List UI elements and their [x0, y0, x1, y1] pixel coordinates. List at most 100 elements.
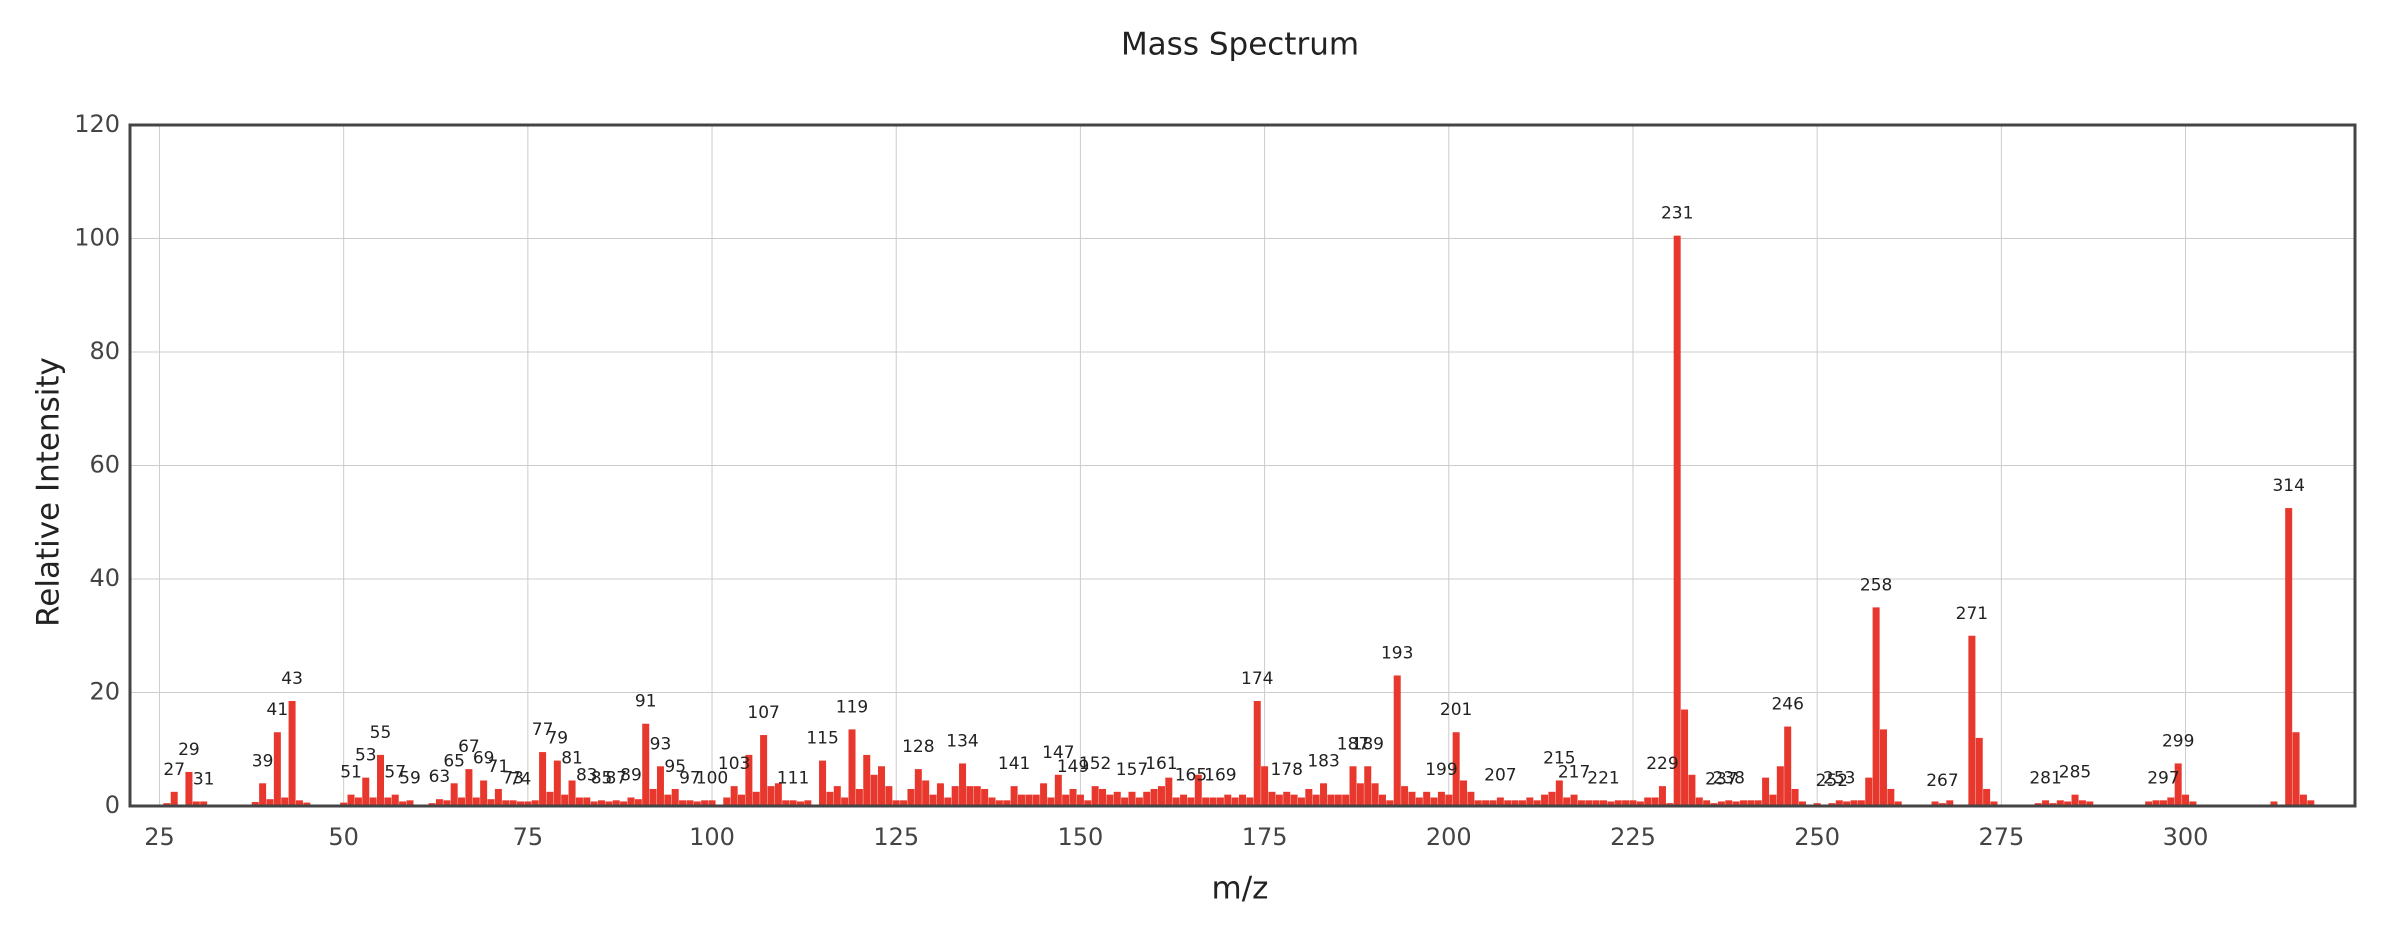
bar — [723, 797, 731, 806]
bar — [1747, 800, 1755, 806]
bar — [1062, 794, 1070, 806]
bar — [1651, 797, 1659, 806]
bar — [1636, 801, 1644, 806]
x-tick-label: 250 — [1794, 823, 1840, 851]
peak-label: 85 — [591, 768, 613, 788]
bar — [1106, 794, 1114, 806]
bar — [1622, 800, 1630, 806]
bar — [1150, 788, 1158, 806]
bar — [944, 797, 952, 806]
bar — [819, 760, 827, 806]
peak-label: 165 — [1175, 765, 1207, 785]
bar — [170, 791, 178, 806]
peak-label: 281 — [2029, 768, 2061, 788]
peak-label: 87 — [605, 768, 627, 788]
bar — [583, 797, 591, 806]
bar — [730, 786, 738, 806]
peak-label: 59 — [399, 768, 421, 788]
peak-label: 77 — [532, 720, 554, 740]
bar — [369, 797, 377, 806]
peak-label: 221 — [1587, 768, 1619, 788]
bar — [686, 800, 694, 806]
bar — [760, 735, 768, 806]
peak-label: 215 — [1543, 748, 1575, 768]
bar — [399, 801, 407, 806]
bar — [524, 801, 532, 806]
bar — [1614, 800, 1622, 806]
peak-label: 297 — [2147, 768, 2179, 788]
bar — [1607, 801, 1615, 806]
bar — [1239, 794, 1246, 806]
bar — [863, 754, 871, 806]
bar — [914, 769, 922, 806]
bar — [1931, 801, 1939, 806]
bar — [1983, 788, 1991, 806]
bar — [1739, 800, 1747, 806]
bar — [1165, 777, 1173, 806]
bar — [435, 799, 443, 806]
peak-label: 128 — [902, 737, 934, 757]
bar — [738, 794, 746, 806]
bar — [546, 791, 554, 806]
bar — [774, 783, 782, 806]
bar — [575, 797, 583, 806]
bar — [1371, 783, 1379, 806]
x-tick-label: 125 — [873, 823, 919, 851]
bar — [1644, 797, 1652, 806]
peak-label: 107 — [747, 703, 779, 723]
y-tick-label: 100 — [74, 224, 120, 252]
peak-label: 27 — [163, 760, 185, 780]
bar — [303, 802, 311, 806]
bar — [1342, 794, 1350, 806]
bar — [1091, 786, 1099, 806]
bar — [1172, 797, 1180, 806]
bar — [782, 800, 790, 806]
bar — [590, 801, 598, 806]
bar — [1548, 791, 1556, 806]
bar — [936, 783, 944, 806]
peak-label: 51 — [340, 763, 362, 783]
bar — [494, 788, 502, 806]
bar — [1504, 800, 1512, 806]
bar — [679, 800, 687, 806]
bar — [1489, 800, 1497, 806]
peak-label: 187 — [1337, 734, 1369, 754]
bar — [1533, 800, 1541, 806]
bar — [664, 794, 672, 806]
x-tick-label: 275 — [1978, 823, 2024, 851]
bar — [634, 799, 642, 806]
peak-label: 169 — [1204, 765, 1236, 785]
plot-frame — [128, 123, 2357, 808]
chart-title: Mass Spectrum — [1121, 27, 1359, 63]
y-tick-label: 0 — [105, 791, 120, 819]
bar — [1857, 800, 1865, 806]
y-tick-label: 60 — [89, 451, 120, 479]
peak-label: 299 — [2162, 731, 2194, 751]
peak-label: 147 — [1042, 743, 1074, 763]
bar — [1762, 777, 1770, 806]
bar — [539, 752, 547, 806]
bar — [804, 800, 812, 806]
bar — [1717, 801, 1725, 806]
bar — [870, 774, 878, 806]
bar — [988, 797, 996, 806]
bar — [1209, 797, 1217, 806]
bar — [1658, 786, 1666, 806]
bar — [1275, 794, 1283, 806]
bar — [384, 797, 392, 806]
bar — [1423, 791, 1431, 806]
peak-label: 74 — [510, 769, 532, 789]
bar — [1202, 797, 1210, 806]
bar — [295, 800, 303, 806]
x-tick-label: 200 — [1426, 823, 1472, 851]
bar — [1216, 797, 1224, 806]
x-axis-label: m/z — [1212, 871, 1269, 907]
bar — [2152, 800, 2160, 806]
bar — [1312, 794, 1320, 806]
bar — [642, 723, 650, 806]
peak-label: 258 — [1860, 575, 1892, 595]
peak-label: 73 — [502, 768, 524, 788]
bar — [1518, 800, 1526, 806]
y-tick-label: 120 — [74, 110, 120, 138]
